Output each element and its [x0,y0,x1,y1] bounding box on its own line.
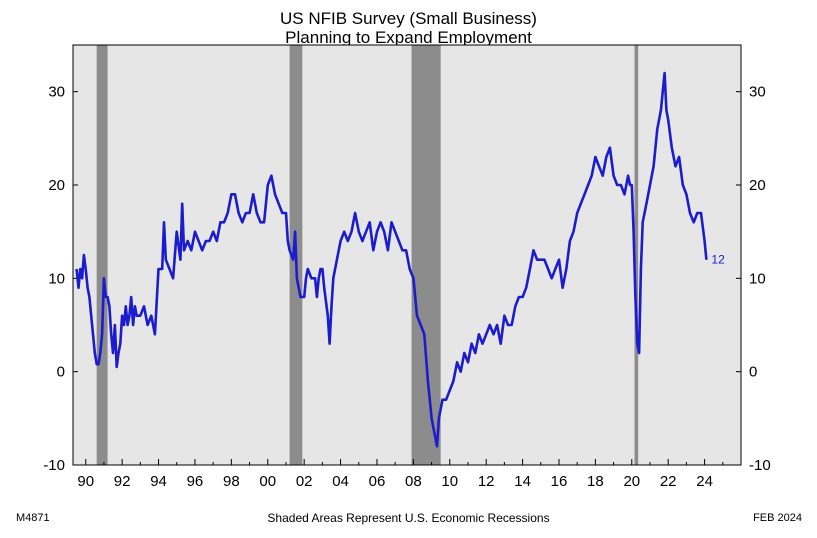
y-tick-label-left: 0 [57,364,65,381]
plot-frame [72,44,742,466]
x-tick-label: 02 [296,473,313,490]
x-tick-label: 92 [114,473,131,490]
recession-band [634,45,639,465]
y-tick-label-left: 20 [48,177,65,194]
y-tick-label-right: 10 [749,270,766,287]
chart-title: US NFIB Survey (Small Business) [280,9,537,28]
x-tick-label: 18 [587,473,604,490]
recession-bands [96,45,639,465]
x-tick-label: 00 [259,473,276,490]
date-stamp: FEB 2024 [753,512,802,524]
chart-code: M4871 [16,512,50,524]
chart-subtitle: Planning to Expand Employment [285,28,532,47]
x-tick-label: 20 [623,473,640,490]
recession-footnote: Shaded Areas Represent U.S. Economic Rec… [267,511,550,525]
x-tick-label: 10 [441,473,458,490]
x-tick-label: 14 [514,473,531,490]
y-tick-label-right: 30 [749,84,766,101]
recession-band [411,45,441,465]
x-tick-label: 24 [696,473,713,490]
y-tick-label-right: 20 [749,177,766,194]
y-tick-label-left: 30 [48,84,65,101]
y-tick-label-right: 0 [749,364,757,381]
x-tick-label: 06 [369,473,386,490]
x-tick-label: 98 [223,473,240,490]
end-value-label: 12 [711,253,725,267]
series-layer: 12 [75,71,725,448]
x-tick-label: 08 [405,473,422,490]
y-tick-label-right: -10 [749,457,771,474]
y-tick-label-left: -10 [43,457,65,474]
x-tick-label: 16 [551,473,568,490]
x-tick-label: 12 [478,473,495,490]
x-tick-label: 22 [660,473,677,490]
series-line [75,71,708,448]
x-tick-label: 90 [77,473,94,490]
y-tick-label-left: 10 [48,270,65,287]
x-tick-label: 04 [332,473,349,490]
recession-band [96,45,108,465]
x-tick-label: 96 [187,473,204,490]
x-tick-label: 94 [150,473,167,490]
